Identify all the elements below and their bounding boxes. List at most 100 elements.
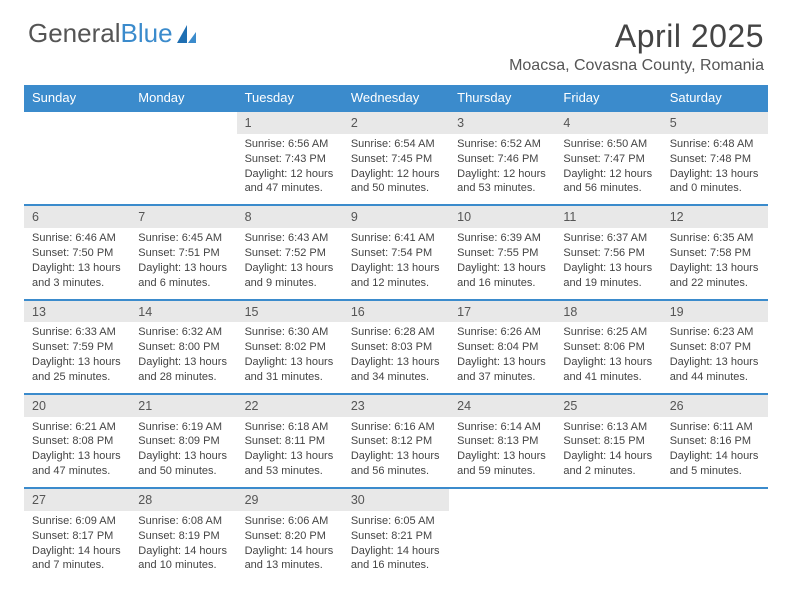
day-details: Sunrise: 6:18 AMSunset: 8:11 PMDaylight:…: [237, 417, 343, 488]
day-details: Sunrise: 6:41 AMSunset: 7:54 PMDaylight:…: [343, 228, 449, 299]
sunrise-text: Sunrise: 6:48 AM: [670, 137, 760, 152]
week-body-row: Sunrise: 6:56 AMSunset: 7:43 PMDaylight:…: [24, 134, 768, 205]
day-number: 23: [343, 394, 449, 417]
week-number-row: 27282930: [24, 488, 768, 511]
daylight-text: Daylight: 13 hours and 6 minutes.: [138, 261, 228, 291]
day-header: Wednesday: [343, 85, 449, 111]
daylight-text: Daylight: 13 hours and 59 minutes.: [457, 449, 547, 479]
day-number: 27: [24, 488, 130, 511]
day-number: 13: [24, 300, 130, 323]
daylight-text: Daylight: 13 hours and 56 minutes.: [351, 449, 441, 479]
week-number-row: 6789101112: [24, 205, 768, 228]
sunrise-text: Sunrise: 6:09 AM: [32, 514, 122, 529]
day-details: Sunrise: 6:32 AMSunset: 8:00 PMDaylight:…: [130, 322, 236, 393]
day-header: Sunday: [24, 85, 130, 111]
day-number: 8: [237, 205, 343, 228]
sunset-text: Sunset: 7:56 PM: [563, 246, 653, 261]
day-number: 17: [449, 300, 555, 323]
sunset-text: Sunset: 8:17 PM: [32, 529, 122, 544]
sunrise-text: Sunrise: 6:25 AM: [563, 325, 653, 340]
day-number: 25: [555, 394, 661, 417]
day-details: Sunrise: 6:06 AMSunset: 8:20 PMDaylight:…: [237, 511, 343, 581]
day-number: 30: [343, 488, 449, 511]
empty-cell: [130, 134, 236, 205]
sunset-text: Sunset: 7:47 PM: [563, 152, 653, 167]
sunrise-text: Sunrise: 6:33 AM: [32, 325, 122, 340]
sunrise-text: Sunrise: 6:23 AM: [670, 325, 760, 340]
sunset-text: Sunset: 8:21 PM: [351, 529, 441, 544]
location-label: Moacsa, Covasna County, Romania: [509, 57, 764, 75]
day-number: 2: [343, 111, 449, 134]
daylight-text: Daylight: 14 hours and 5 minutes.: [670, 449, 760, 479]
sunrise-text: Sunrise: 6:30 AM: [245, 325, 335, 340]
day-details: Sunrise: 6:56 AMSunset: 7:43 PMDaylight:…: [237, 134, 343, 205]
day-details: Sunrise: 6:16 AMSunset: 8:12 PMDaylight:…: [343, 417, 449, 488]
sunset-text: Sunset: 8:13 PM: [457, 434, 547, 449]
sunrise-text: Sunrise: 6:41 AM: [351, 231, 441, 246]
sunset-text: Sunset: 8:19 PM: [138, 529, 228, 544]
daylight-text: Daylight: 12 hours and 53 minutes.: [457, 167, 547, 197]
sunrise-text: Sunrise: 6:54 AM: [351, 137, 441, 152]
daylight-text: Daylight: 13 hours and 53 minutes.: [245, 449, 335, 479]
week-body-row: Sunrise: 6:09 AMSunset: 8:17 PMDaylight:…: [24, 511, 768, 581]
sunset-text: Sunset: 7:55 PM: [457, 246, 547, 261]
sunrise-text: Sunrise: 6:39 AM: [457, 231, 547, 246]
daylight-text: Daylight: 13 hours and 22 minutes.: [670, 261, 760, 291]
week-number-row: 13141516171819: [24, 300, 768, 323]
sunrise-text: Sunrise: 6:32 AM: [138, 325, 228, 340]
sunset-text: Sunset: 8:20 PM: [245, 529, 335, 544]
sunrise-text: Sunrise: 6:26 AM: [457, 325, 547, 340]
brand-logo: GeneralBlue: [28, 18, 198, 49]
sunset-text: Sunset: 8:00 PM: [138, 340, 228, 355]
day-number: 15: [237, 300, 343, 323]
brand-part1: General: [28, 18, 121, 49]
day-details: Sunrise: 6:39 AMSunset: 7:55 PMDaylight:…: [449, 228, 555, 299]
daylight-text: Daylight: 12 hours and 47 minutes.: [245, 167, 335, 197]
sunset-text: Sunset: 8:11 PM: [245, 434, 335, 449]
sunrise-text: Sunrise: 6:43 AM: [245, 231, 335, 246]
day-number: 10: [449, 205, 555, 228]
day-details: Sunrise: 6:50 AMSunset: 7:47 PMDaylight:…: [555, 134, 661, 205]
day-number: 3: [449, 111, 555, 134]
day-number: 6: [24, 205, 130, 228]
sunrise-text: Sunrise: 6:52 AM: [457, 137, 547, 152]
sunset-text: Sunset: 7:52 PM: [245, 246, 335, 261]
day-details: Sunrise: 6:43 AMSunset: 7:52 PMDaylight:…: [237, 228, 343, 299]
sunrise-text: Sunrise: 6:18 AM: [245, 420, 335, 435]
day-number: 11: [555, 205, 661, 228]
sunset-text: Sunset: 7:51 PM: [138, 246, 228, 261]
week-body-row: Sunrise: 6:33 AMSunset: 7:59 PMDaylight:…: [24, 322, 768, 393]
sunrise-text: Sunrise: 6:46 AM: [32, 231, 122, 246]
brand-part2: Blue: [121, 18, 173, 49]
sunset-text: Sunset: 7:58 PM: [670, 246, 760, 261]
daylight-text: Daylight: 14 hours and 13 minutes.: [245, 544, 335, 574]
header: GeneralBlue April 2025 Moacsa, Covasna C…: [0, 0, 792, 79]
daylight-text: Daylight: 13 hours and 50 minutes.: [138, 449, 228, 479]
sunset-text: Sunset: 8:15 PM: [563, 434, 653, 449]
day-number: 9: [343, 205, 449, 228]
title-block: April 2025 Moacsa, Covasna County, Roman…: [509, 18, 764, 75]
sunset-text: Sunset: 8:07 PM: [670, 340, 760, 355]
empty-cell: [24, 111, 130, 134]
sunset-text: Sunset: 7:46 PM: [457, 152, 547, 167]
day-details: Sunrise: 6:14 AMSunset: 8:13 PMDaylight:…: [449, 417, 555, 488]
daylight-text: Daylight: 13 hours and 25 minutes.: [32, 355, 122, 385]
sunset-text: Sunset: 8:03 PM: [351, 340, 441, 355]
daylight-text: Daylight: 13 hours and 0 minutes.: [670, 167, 760, 197]
sunrise-text: Sunrise: 6:56 AM: [245, 137, 335, 152]
sunset-text: Sunset: 7:43 PM: [245, 152, 335, 167]
sunrise-text: Sunrise: 6:50 AM: [563, 137, 653, 152]
day-details: Sunrise: 6:30 AMSunset: 8:02 PMDaylight:…: [237, 322, 343, 393]
daylight-text: Daylight: 12 hours and 56 minutes.: [563, 167, 653, 197]
sunrise-text: Sunrise: 6:05 AM: [351, 514, 441, 529]
daylight-text: Daylight: 13 hours and 28 minutes.: [138, 355, 228, 385]
day-number: 28: [130, 488, 236, 511]
daylight-text: Daylight: 14 hours and 7 minutes.: [32, 544, 122, 574]
day-number: 14: [130, 300, 236, 323]
day-header: Tuesday: [237, 85, 343, 111]
day-number: 21: [130, 394, 236, 417]
daylight-text: Daylight: 13 hours and 12 minutes.: [351, 261, 441, 291]
page-title: April 2025: [509, 18, 764, 55]
sunrise-text: Sunrise: 6:11 AM: [670, 420, 760, 435]
day-number: 7: [130, 205, 236, 228]
